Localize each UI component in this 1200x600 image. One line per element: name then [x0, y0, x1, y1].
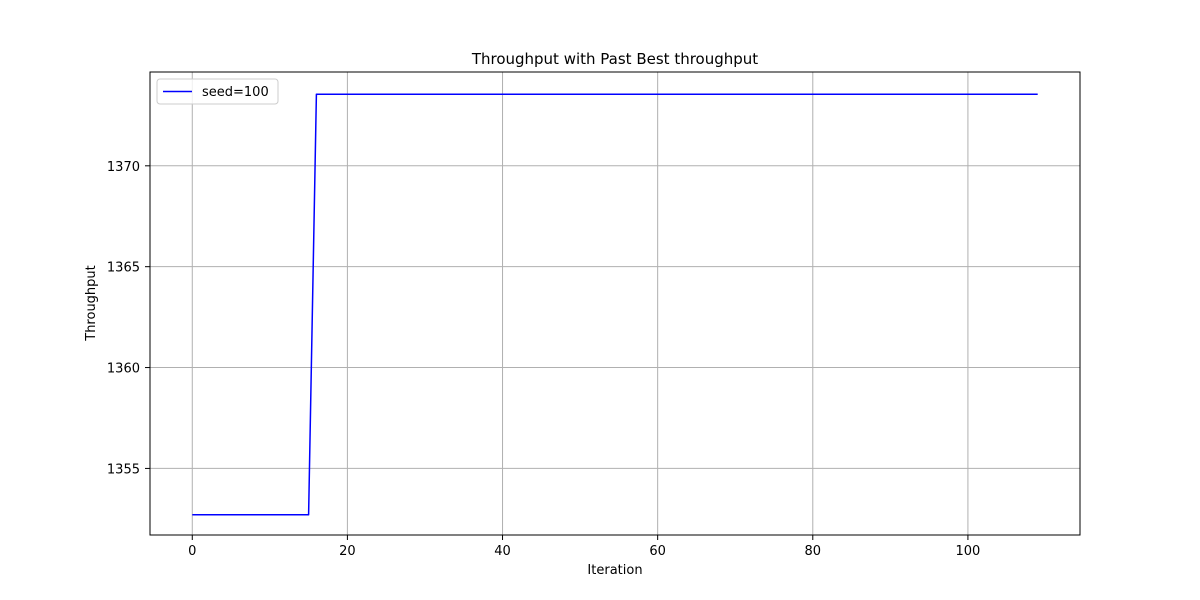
y-tick-label: 1360	[107, 362, 140, 377]
legend: seed=100	[156, 78, 279, 105]
chart-title: Throughput with Past Best throughput	[471, 50, 758, 68]
grid-layer	[150, 72, 1080, 535]
x-tick-label: 80	[805, 544, 822, 559]
legend-box	[156, 78, 279, 105]
x-tick-label: 20	[339, 544, 356, 559]
y-axis-label: Throughput	[84, 265, 99, 342]
x-axis-ticks: 0 20 40 60 80 100	[188, 535, 980, 559]
y-tick-label: 1355	[107, 462, 140, 477]
series-layer	[192, 93, 1038, 516]
plot-frame	[149, 71, 1081, 536]
x-tick-label: 100	[956, 544, 981, 559]
series-line	[192, 93, 1038, 516]
legend-label: seed=100	[202, 85, 269, 100]
x-axis-label: Iteration	[587, 563, 642, 578]
x-tick-label: 40	[494, 544, 511, 559]
x-tick-label: 60	[649, 544, 666, 559]
y-tick-label: 1365	[107, 261, 140, 276]
y-axis-ticks: 1355 1360 1365 1370	[107, 160, 150, 477]
x-tick-label: 0	[188, 544, 196, 559]
y-tick-label: 1370	[107, 160, 140, 175]
